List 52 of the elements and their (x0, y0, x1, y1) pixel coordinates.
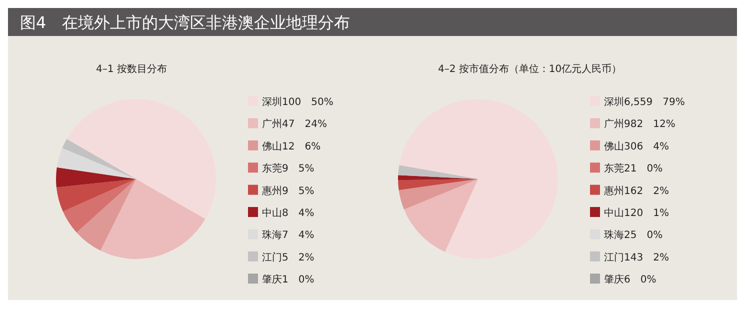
legend-label: 广州982 (604, 119, 644, 130)
pie-slice (398, 179, 478, 210)
data-label: 2% (298, 252, 314, 264)
legend-label: 肇庆1 (262, 274, 288, 286)
pie-slice (66, 99, 216, 219)
legend-label: 江门5 (262, 252, 288, 264)
legend-label: 东莞21 (604, 164, 637, 175)
pie-slice (56, 179, 136, 212)
legend-label: 江门143 (604, 252, 644, 264)
legend-label: 惠州162 (604, 186, 644, 197)
data-label: 2% (653, 252, 669, 264)
pie-slice (56, 167, 136, 188)
pie-slice (56, 148, 136, 179)
pie-slice (398, 179, 478, 190)
pie-slice (76, 179, 136, 251)
data-label: 50% (311, 97, 334, 108)
data-label: 24% (304, 119, 327, 130)
pie-slice (62, 139, 136, 179)
pie-slice (100, 179, 206, 259)
data-label: 79% (662, 97, 685, 108)
legend-label: 惠州9 (262, 186, 288, 197)
text: 0% (646, 164, 663, 175)
chart-title: 4–2 按市值分布（单位：10亿元人民币） (438, 63, 622, 75)
data-label: 6% (304, 141, 321, 152)
legend-label: 中山8 (262, 208, 288, 219)
chart-subtitle: 4–1 按数目分布 (96, 63, 167, 75)
legend-label: 深圳100 (262, 97, 302, 108)
legend-label: 珠海25 (604, 230, 637, 242)
data-label: 12% (653, 119, 676, 130)
data-label: 5% (298, 164, 314, 175)
pie-slice (62, 179, 136, 233)
pie-slice (398, 165, 478, 179)
data-label: 4% (298, 208, 314, 219)
pie-slice (399, 99, 558, 259)
text: 0% (298, 274, 314, 286)
data-label: 4% (653, 141, 669, 152)
text: 0% (646, 230, 663, 242)
chart-title: 图4 在境外上市的大湾区非港澳企业地理分布 (20, 13, 350, 32)
data-label: 4% (298, 230, 314, 242)
legend-label: 深圳6,559 (604, 97, 653, 108)
legend-label: 佛山12 (262, 141, 295, 152)
legend-label: 中山120 (604, 208, 644, 219)
data-label: 5% (298, 186, 314, 197)
data-label: 2% (653, 186, 669, 197)
data-label: 1% (653, 208, 669, 219)
legend-label: 佛山306 (604, 141, 644, 152)
legend-label: 珠海7 (262, 230, 288, 242)
text: 0% (640, 274, 656, 286)
legend-label: 肇庆6 (604, 274, 630, 286)
pie-slice (404, 179, 478, 252)
legend-label: 广州47 (262, 119, 295, 130)
legend-label: 东莞9 (262, 164, 288, 175)
